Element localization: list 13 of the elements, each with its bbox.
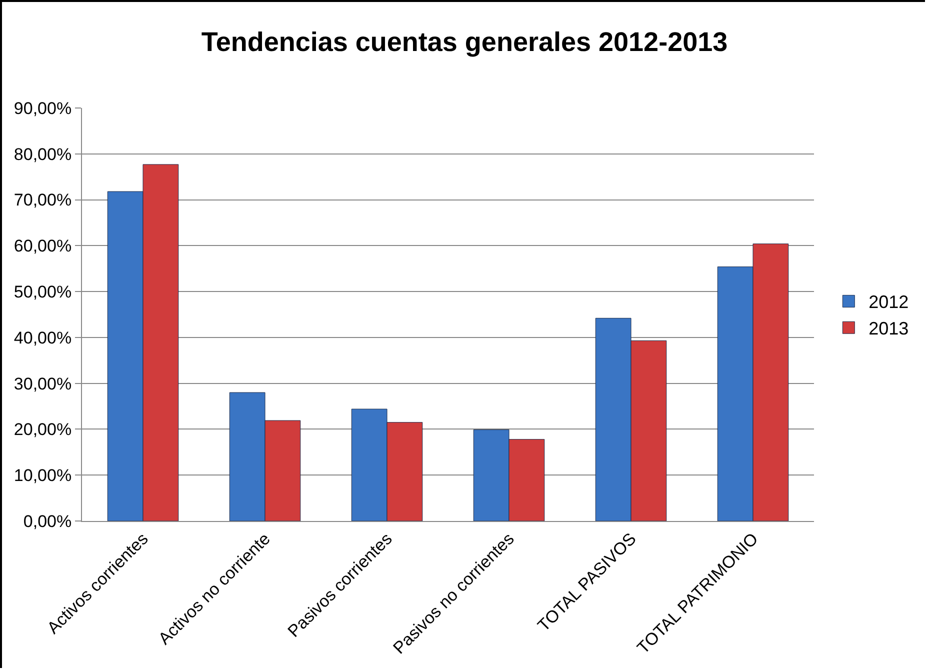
y-tick-label: 40,00%	[14, 328, 72, 348]
y-tick-label: 80,00%	[14, 144, 72, 164]
y-tick-label: 30,00%	[14, 374, 72, 394]
legend-label: 2013	[868, 318, 909, 339]
y-tick-label: 60,00%	[14, 236, 72, 256]
y-tick-label: 50,00%	[14, 282, 72, 302]
y-tick-label: 70,00%	[14, 190, 72, 210]
chart-title: Tendencias cuentas generales 2012-2013	[201, 26, 728, 57]
y-tick-label: 10,00%	[14, 466, 72, 486]
y-tick-label: 0,00%	[23, 512, 72, 531]
y-tick-label: 20,00%	[14, 420, 72, 440]
y-tick-label: 90,00%	[14, 98, 72, 118]
legend-label: 2012	[868, 292, 909, 312]
